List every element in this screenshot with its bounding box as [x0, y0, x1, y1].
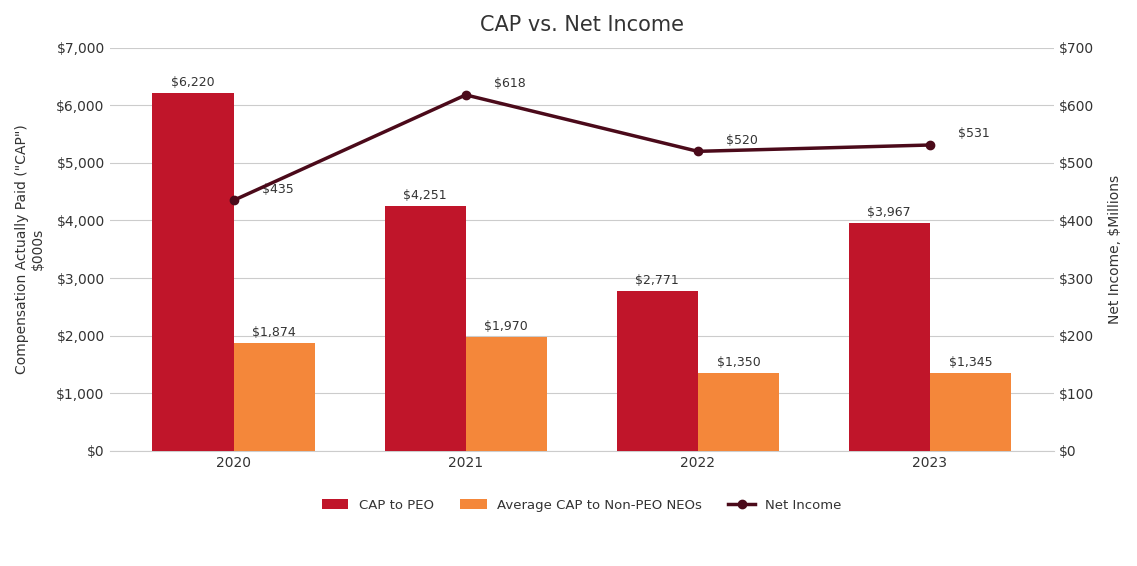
Y-axis label: Compensation Actually Paid ("CAP")
$000s: Compensation Actually Paid ("CAP") $000s [15, 125, 45, 374]
Bar [848, 223, 930, 451]
Text: $6,220: $6,220 [172, 75, 215, 88]
Text: $618: $618 [493, 78, 525, 91]
Title: CAP vs. Net Income: CAP vs. Net Income [480, 15, 683, 35]
Text: $1,350: $1,350 [716, 356, 761, 369]
Text: $531: $531 [957, 127, 989, 140]
Text: $2,771: $2,771 [636, 274, 679, 287]
Bar [930, 374, 1011, 451]
Bar [698, 373, 779, 451]
Text: $4,251: $4,251 [404, 189, 447, 202]
Bar [152, 93, 234, 451]
Text: $1,345: $1,345 [948, 357, 993, 370]
Y-axis label: Net Income, $Millions: Net Income, $Millions [1107, 175, 1122, 324]
Legend: CAP to PEO, Average CAP to Non-PEO NEOs, Net Income: CAP to PEO, Average CAP to Non-PEO NEOs,… [316, 494, 847, 517]
Bar [234, 343, 315, 451]
Text: $1,970: $1,970 [484, 320, 529, 333]
Bar [616, 291, 698, 451]
Bar [466, 337, 547, 451]
Bar [384, 206, 466, 451]
Text: $3,967: $3,967 [868, 206, 911, 219]
Text: $435: $435 [262, 183, 293, 196]
Text: $1,874: $1,874 [252, 326, 296, 339]
Text: $520: $520 [725, 134, 757, 147]
